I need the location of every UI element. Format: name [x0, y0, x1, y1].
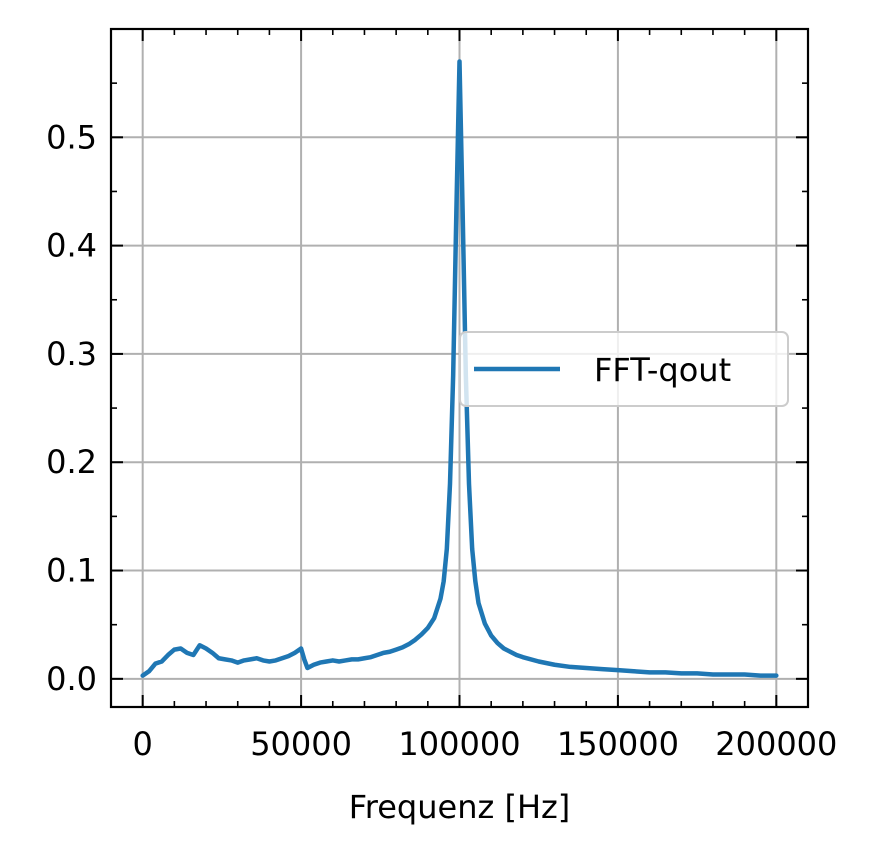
x-axis-title: Frequenz [Hz] — [349, 788, 571, 826]
series-layer — [140, 59, 779, 678]
legend: FFT-qout — [459, 331, 789, 407]
y-tick-label-4: 0.4 — [46, 227, 97, 265]
y-tick-label-0: 0.0 — [46, 660, 97, 698]
y-tick-label-5: 0.5 — [46, 118, 97, 156]
legend-label-fft-qout: FFT-qout — [594, 351, 731, 389]
x-tick-label-3: 150000 — [557, 725, 679, 763]
x-tick-label-2: 100000 — [398, 725, 520, 763]
legend-box — [459, 331, 789, 407]
x-tick-label-4: 200000 — [715, 725, 837, 763]
labels-layer: 0 50000 100000 150000 200000 0.0 0.1 0.2 0.3 0.4 0… — [46, 118, 837, 763]
y-tick-label-1: 0.1 — [46, 552, 97, 590]
x-tick-label-1: 50000 — [250, 725, 352, 763]
plot-frame — [109, 27, 810, 709]
y-tick-label-3: 0.3 — [46, 335, 97, 373]
series-line-0 — [140, 59, 779, 678]
y-tick-label-2: 0.2 — [46, 443, 97, 481]
x-tick-label-0: 0 — [133, 725, 153, 763]
